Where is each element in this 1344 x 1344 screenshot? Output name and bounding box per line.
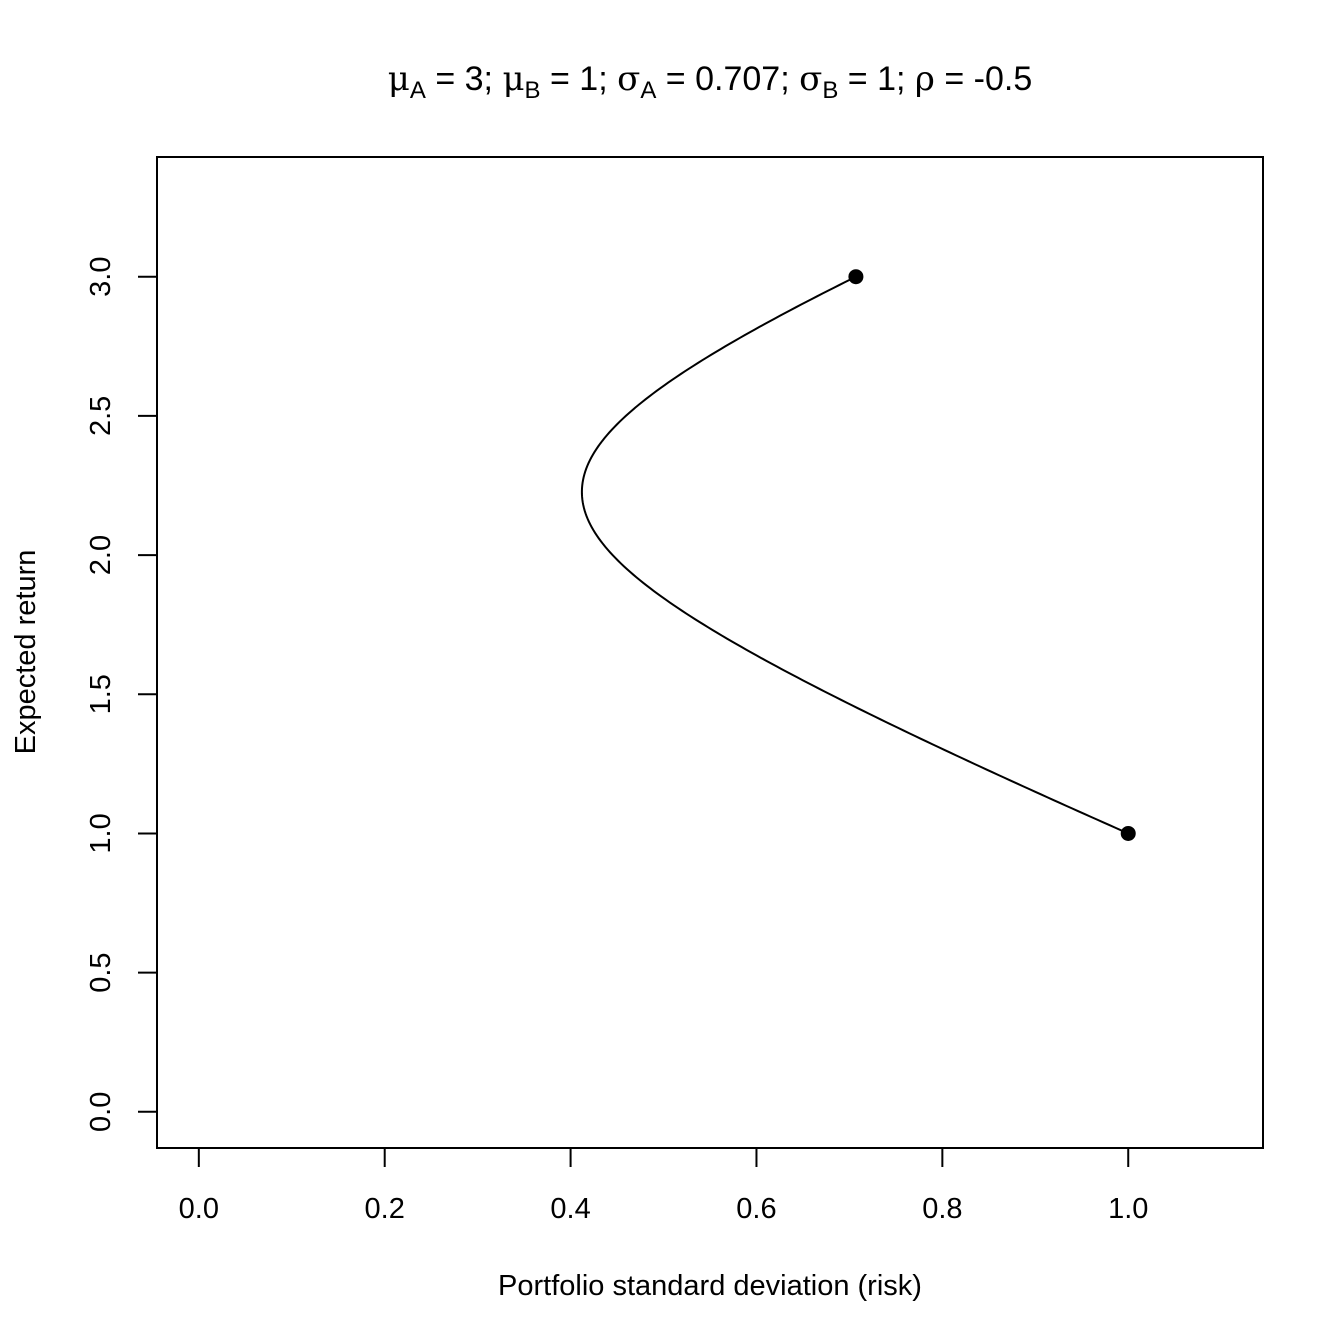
chart-title: μA = 3; μB = 1; σA = 0.707; σB = 1; ρ = … (388, 59, 1032, 104)
title-symbol-4: ρ (915, 59, 935, 99)
y-tick-label: 2.0 (85, 535, 117, 575)
title-value-2: = 0.707; (656, 60, 799, 98)
y-axis-label: Expected return (10, 550, 42, 755)
title-value-0: = 3; (426, 60, 503, 98)
y-tick-label: 3.0 (85, 257, 117, 297)
title-subscript-1: B (525, 77, 541, 104)
title-symbol-3: σ (799, 59, 822, 99)
y-tick-label: 2.5 (85, 396, 117, 436)
y-axis: 0.0 0.5 1.0 1.5 2.0 2.5 3.0 (85, 257, 158, 1132)
points-layer (848, 269, 1136, 841)
x-tick-label: 0.4 (550, 1193, 590, 1225)
x-axis: 0.0 0.2 0.4 0.6 0.8 1.0 (179, 1147, 1148, 1225)
y-tick-label: 1.5 (85, 674, 117, 714)
x-tick-label: 0.0 (179, 1193, 219, 1225)
data-point (1120, 825, 1136, 841)
y-tick-label: 1.0 (85, 813, 117, 853)
title-symbol-1: μ (502, 59, 524, 99)
title-subscript-3: B (822, 77, 838, 104)
title-subscript-0: A (410, 77, 426, 104)
title-value-4: = -0.5 (935, 60, 1032, 98)
data-point (848, 269, 864, 285)
title-value-3: = 1; (838, 60, 915, 98)
plot-frame (156, 156, 1264, 1149)
x-tick-label: 0.2 (365, 1193, 405, 1225)
y-tick-label: 0.5 (85, 952, 117, 992)
x-axis-label: Portfolio standard deviation (risk) (498, 1270, 922, 1302)
title-value-1: = 1; (541, 60, 618, 98)
x-tick-label: 1.0 (1108, 1193, 1148, 1225)
frontier-line (580, 275, 1129, 835)
x-tick-label: 0.6 (736, 1193, 776, 1225)
title-symbol-2: σ (617, 59, 640, 99)
x-tick-label: 0.8 (922, 1193, 962, 1225)
title-subscript-2: A (640, 77, 656, 104)
title-symbol-0: μ (388, 59, 410, 99)
y-tick-label: 0.0 (85, 1092, 117, 1132)
